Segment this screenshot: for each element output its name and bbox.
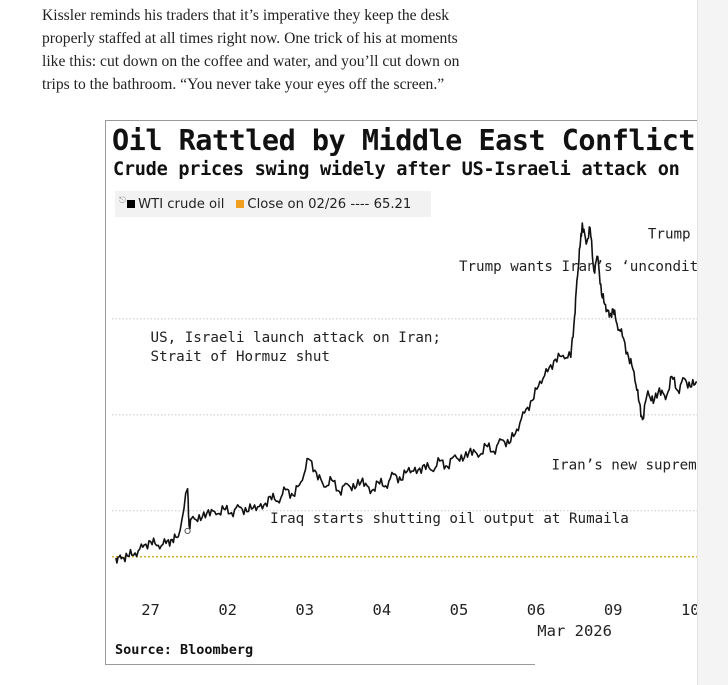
x-month-label: Mar 2026: [537, 622, 612, 640]
wti-price-line: [115, 222, 697, 564]
x-tick-label: 06: [527, 601, 546, 619]
chart-annotation: Trump wants Iran’s ‘unconditional surren…: [459, 259, 697, 275]
chart-title: Oil Rattled by Middle East Conflict: [112, 124, 696, 157]
article-paragraph: Kissler reminds his traders that it’s im…: [42, 4, 542, 96]
chart-legend: ⎋ WTI crude oil Close on 02/26 ---- 65.2…: [115, 191, 432, 217]
legend-item-wti: WTI crude oil: [127, 197, 224, 212]
x-tick-label: 03: [295, 601, 314, 619]
x-tick-label: 02: [218, 601, 237, 619]
x-tick-label: 04: [373, 601, 392, 619]
chart-annotation: US, Israeli launch attack on Iran;: [151, 330, 441, 346]
x-tick-label: 10: [681, 601, 697, 619]
legend-label-wti: WTI crude oil: [138, 196, 225, 212]
event-marker: [184, 527, 191, 535]
line-marker-icon: ⎋: [119, 196, 127, 206]
chart-plot-svg: Trump wants Iran’s ‘unconditional surren…: [112, 222, 697, 640]
x-tick-label: 09: [604, 601, 623, 619]
legend-item-close: Close on 02/26 ---- 65.21: [236, 197, 411, 212]
chart-annotation: Iran’s new suprem: [552, 458, 697, 474]
chart-subtitle: Crude prices swing widely after US-Israe…: [113, 159, 680, 180]
chart-source: Source: Bloomberg: [115, 642, 254, 658]
paragraph-line: trips to the bathroom. “You never take y…: [42, 76, 445, 93]
x-tick-label: 27: [141, 601, 160, 619]
paragraph-line: properly staffed at all times right now.…: [42, 30, 458, 47]
legend-label-close: Close on 02/26 ---- 65.21: [247, 196, 412, 212]
paragraph-line: like this: cut down on the coffee and wa…: [42, 53, 460, 70]
chart-frame-gap: [535, 664, 697, 666]
legend-swatch-close: [236, 200, 245, 208]
paragraph-line: Kissler reminds his traders that it’s im…: [42, 7, 450, 24]
chart-annotation: Strait of Hormuz shut: [151, 349, 330, 365]
scroll-gutter: [697, 0, 728, 685]
oil-price-chart: Trump wants Iran’s ‘unconditional surren…: [105, 120, 697, 665]
x-tick-label: 05: [450, 601, 469, 619]
chart-annotation: Trump: [648, 226, 691, 242]
legend-swatch-wti: [127, 200, 136, 208]
chart-annotation: Iraq starts shutting oil output at Rumai…: [270, 511, 629, 527]
